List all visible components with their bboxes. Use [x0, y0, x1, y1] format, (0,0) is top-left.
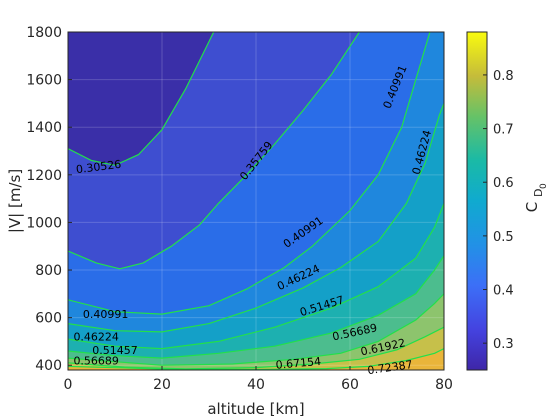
contour-line-0.40991 [68, 32, 431, 315]
colorbar-tick-label: 0.7 [493, 123, 514, 138]
colorbar-label-sub2: 0 [539, 183, 549, 189]
plot-area: 0.30526 0.357590.409910.409910.409910.462… [67, 31, 445, 377]
y-tick-label: 800 [35, 263, 62, 279]
y-tick-label: 1400 [26, 120, 62, 136]
y-tick-label: 400 [35, 358, 62, 374]
contour-line-0.30526 [68, 32, 215, 166]
colorbar-label: C D 0 [523, 183, 549, 212]
contour-label: 0.46224 [73, 331, 119, 344]
x-axis: 0 20 40 60 80 [64, 366, 453, 393]
contour-label: 0.56689 [73, 354, 119, 367]
colorbar-label-main: C [523, 202, 541, 212]
y-tick-label: 1800 [26, 25, 62, 41]
x-axis-label: altitude [km] [207, 400, 304, 418]
colorbar-tick-label: 0.6 [493, 176, 514, 191]
contour-label: 0.40991 [83, 308, 129, 321]
colorbar-tick-label: 0.8 [493, 69, 514, 84]
contour-line-0.61922 [68, 293, 444, 366]
contour-label: 0.72387 [367, 358, 414, 377]
y-axis-label: |V| [m/s] [6, 169, 24, 233]
y-tick-label: 1600 [26, 73, 62, 89]
contour-label: 0.30526 [75, 158, 122, 176]
colorbar-gradient [466, 31, 488, 371]
contour-label: 0.67154 [275, 355, 321, 372]
colorbar: 0.3 0.4 0.5 0.6 0.7 0.8 C D 0 [466, 31, 549, 371]
x-tick-label: 0 [64, 377, 73, 393]
x-tick-label: 40 [247, 377, 265, 393]
y-tick-label: 1000 [26, 215, 62, 231]
colorbar-tick-label: 0.5 [493, 230, 514, 245]
contour-line-0.35759 [68, 32, 360, 270]
colorbar-tick-label: 0.3 [493, 337, 514, 352]
contour-line-0.46224 [68, 103, 444, 333]
y-tick-label: 600 [35, 311, 62, 327]
contour-line-0.72387 [68, 348, 444, 370]
y-axis: 400 600 800 1000 1200 1400 1600 1800 [26, 25, 72, 374]
colorbar-tick-label: 0.4 [493, 284, 514, 299]
y-tick-label: 1200 [26, 168, 62, 184]
x-tick-label: 80 [435, 377, 453, 393]
contour-line-0.51457 [68, 203, 444, 350]
x-tick-label: 60 [341, 377, 359, 393]
x-tick-label: 20 [153, 377, 171, 393]
contour-line-0.67154 [68, 326, 444, 370]
colorbar-label-sub1: D [532, 189, 545, 197]
contour-line-0.56689 [68, 255, 444, 359]
contour-region-6 [68, 255, 444, 370]
contour-label: 0.51457 [92, 344, 138, 357]
